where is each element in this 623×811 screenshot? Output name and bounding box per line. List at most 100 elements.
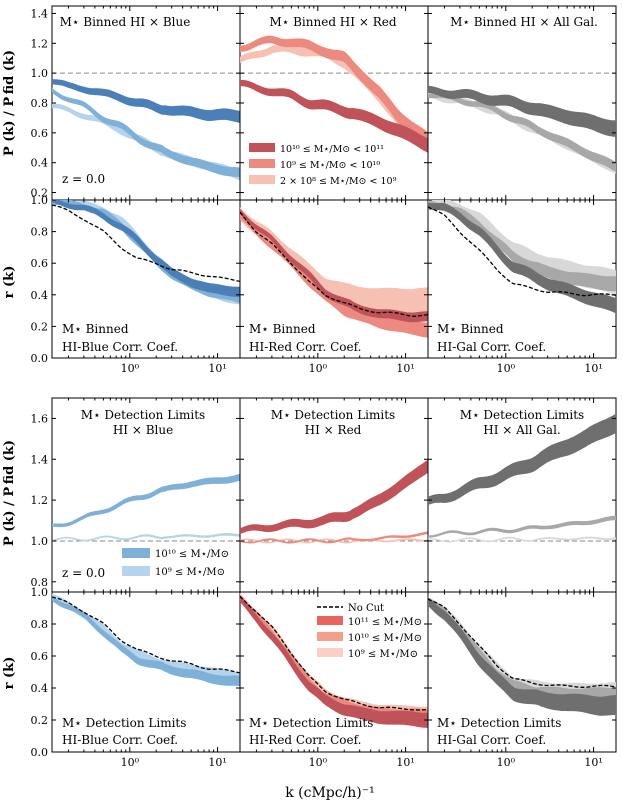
- y-tick-label-binned-power-blue-0.8: 0.8: [31, 97, 49, 110]
- legend-swatch-det-blue-1: [122, 548, 150, 558]
- plot-layer: 0.20.40.60.81.01.21.40.00.20.40.60.81.01…: [31, 5, 617, 769]
- y-tick-label-binned-power-blue-0.4: 0.4: [31, 157, 49, 170]
- nocut-line-detection-corr-blue: [52, 596, 240, 674]
- series-band-binned-corr-blue-dark: [52, 200, 240, 297]
- caption-binned-all-1: M⋆ Binned: [437, 322, 504, 336]
- y-tick-label-detection-power-blue-1.4: 1.4: [31, 453, 49, 466]
- y-tick-label-binned-power-blue-1.2: 1.2: [31, 37, 49, 50]
- panel-title-binned-all: M⋆ Binned HI × All Gal.: [450, 15, 598, 29]
- caption-binned-red-2: HI-Red Corr. Coef.: [249, 340, 361, 354]
- legend-swatch-det-red-2: [317, 632, 343, 641]
- legend-swatch-det-blue-2: [122, 566, 150, 576]
- x-tick-label-detection-corr-all-gal-1: 10⁰: [497, 756, 516, 769]
- series-band-binned-power-blue-dark: [52, 78, 240, 124]
- y-axis-label-det-power: P (k) / P fid (k): [2, 440, 17, 546]
- y-tick-label-binned-corr-blue-1: 1.0: [31, 194, 49, 207]
- caption-det-blue-2: HI-Blue Corr. Coef.: [62, 733, 178, 747]
- legend-label-det-red-2: 10¹⁰ ≤ M⋆/M⊙: [348, 633, 422, 644]
- panel-title-binned-blue: M⋆ Binned HI × Blue: [60, 15, 191, 29]
- y-tick-label-binned-power-blue-1.4: 1.4: [31, 7, 49, 20]
- legend-label-binned-1: 10¹⁰ ≤ M⋆/M⊙ < 10¹¹: [280, 144, 384, 155]
- redshift-note-binned: z = 0.0: [62, 172, 105, 186]
- x-tick-label-binned-corr-red-1: 10⁰: [309, 362, 328, 375]
- caption-det-red-1: M⋆ Detection Limits: [249, 716, 373, 730]
- series-band-detection-corr-blue-light: [52, 593, 240, 683]
- series-band-detection-power-all-gal-light: [428, 536, 616, 543]
- nocut-line-binned-corr-red: [240, 211, 428, 317]
- y-tick-label-binned-corr-blue-0.6: 0.6: [31, 257, 49, 270]
- legend-swatch-det-red-1: [317, 616, 343, 625]
- x-tick-label-binned-corr-red-10: 10¹: [396, 362, 414, 375]
- series-band-binned-power-red-dark: [240, 79, 428, 153]
- legend-label-det-blue-2: 10⁹ ≤ M⋆/M⊙: [155, 567, 225, 578]
- nocut-line-detection-corr-all-gal: [428, 598, 616, 688]
- x-tick-label-detection-corr-red-1: 10⁰: [309, 756, 328, 769]
- caption-det-red-2: HI-Red Corr. Coef.: [249, 733, 361, 747]
- panel-title-det-blue-2: HI × Blue: [113, 423, 173, 437]
- legend-label-binned-3: 2 × 10⁸ ≤ M⋆/M⊙ < 10⁹: [280, 176, 397, 187]
- series-band-detection-power-red-mid: [240, 531, 428, 544]
- y-tick-label-binned-corr-blue-0.8: 0.8: [31, 226, 49, 239]
- y-tick-label-detection-power-blue-0.8: 0.8: [31, 576, 49, 589]
- legend-label-det-blue-1: 10¹⁰ ≤ M⋆/M⊙: [155, 549, 229, 560]
- legend-label-det-red-1: 10¹¹ ≤ M⋆/M⊙: [348, 617, 422, 628]
- series-band-detection-corr-red-dark: [240, 595, 428, 728]
- y-axis-label-binned-corr: r (k): [2, 266, 17, 299]
- panel-frame-detection-corr-all-gal: [427, 591, 617, 753]
- series-band-binned-power-blue-mid: [52, 88, 240, 178]
- panel-title-det-all-1: M⋆ Detection Limits: [460, 408, 584, 422]
- series-band-binned-power-red-light: [240, 43, 428, 149]
- caption-binned-all-2: HI-Gal Corr. Coef.: [437, 340, 546, 354]
- x-tick-label-detection-corr-all-gal-10: 10¹: [584, 756, 602, 769]
- y-tick-label-binned-corr-blue-0.2: 0.2: [31, 320, 49, 333]
- series-band-detection-power-blue-mid: [52, 473, 240, 528]
- y-axis-label-det-corr: r (k): [2, 657, 17, 690]
- x-tick-label-binned-corr-all-gal-1: 10⁰: [497, 362, 516, 375]
- series-band-detection-power-all-gal-dark: [428, 413, 616, 506]
- legend-label-nocut: No Cut: [348, 603, 384, 614]
- series-band-binned-power-all-gal-dark: [428, 85, 616, 137]
- legend-swatch-binned-2: [249, 159, 275, 168]
- series-band-detection-corr-blue-mid: [52, 596, 240, 687]
- y-tick-label-binned-power-blue-0.2: 0.2: [31, 187, 49, 200]
- series-band-detection-corr-all-gal-mid: [428, 597, 616, 699]
- panel-title-det-red-1: M⋆ Detection Limits: [271, 408, 395, 422]
- panel-title-det-red-2: HI × Red: [305, 423, 362, 437]
- x-tick-label-detection-corr-blue-10: 10¹: [208, 756, 226, 769]
- legend-label-binned-2: 10⁹ ≤ M⋆/M⊙ < 10¹⁰: [280, 160, 380, 171]
- nocut-line-detection-corr-red: [240, 595, 428, 711]
- y-tick-label-detection-power-blue-1: 1.0: [31, 535, 49, 548]
- series-band-detection-corr-all-gal-light: [428, 596, 616, 694]
- y-axis-label-binned-power: P (k) / P fid (k): [2, 50, 17, 156]
- series-band-detection-corr-all-gal-dark: [428, 596, 616, 716]
- legend-label-det-red-3: 10⁹ ≤ M⋆/M⊙: [348, 649, 418, 660]
- caption-det-blue-1: M⋆ Detection Limits: [62, 716, 186, 730]
- y-tick-label-binned-corr-blue-0.4: 0.4: [31, 289, 49, 302]
- caption-binned-blue-2: HI-Blue Corr. Coef.: [62, 340, 178, 354]
- series-band-detection-power-red-dark: [240, 459, 428, 535]
- y-tick-label-detection-corr-blue-0.8: 0.8: [31, 618, 49, 631]
- caption-det-all-2: HI-Gal Corr. Coef.: [437, 733, 546, 747]
- caption-binned-blue-1: M⋆ Binned: [62, 322, 129, 336]
- series-band-detection-power-all-gal-mid: [428, 515, 616, 538]
- series-band-binned-power-red-mid: [240, 35, 428, 147]
- legend-swatch-binned-1: [249, 143, 275, 152]
- y-tick-label-detection-corr-blue-0: 0.0: [31, 746, 49, 759]
- y-tick-label-binned-power-blue-1: 1.0: [31, 67, 49, 80]
- y-tick-label-binned-power-blue-0.6: 0.6: [31, 127, 49, 140]
- y-tick-label-detection-corr-blue-1: 1.0: [31, 586, 49, 599]
- x-tick-label-detection-corr-red-10: 10¹: [396, 756, 414, 769]
- caption-det-all-1: M⋆ Detection Limits: [437, 716, 561, 730]
- x-tick-label-binned-corr-all-gal-10: 10¹: [584, 362, 602, 375]
- legend-swatch-det-red-3: [317, 648, 343, 657]
- redshift-note-det: z = 0.0: [62, 566, 105, 580]
- y-tick-label-detection-corr-blue-0.4: 0.4: [31, 682, 49, 695]
- y-tick-label-detection-power-blue-1.6: 1.6: [31, 412, 49, 425]
- nocut-line-binned-corr-all-gal: [428, 206, 616, 297]
- panel-title-binned-red: M⋆ Binned HI × Red: [269, 15, 396, 29]
- x-tick-label-detection-corr-blue-1: 10⁰: [121, 756, 140, 769]
- panel-title-det-blue-1: M⋆ Detection Limits: [81, 408, 205, 422]
- y-tick-label-detection-power-blue-1.2: 1.2: [31, 494, 49, 507]
- x-axis-label: k (cMpc/h)⁻¹: [285, 785, 375, 801]
